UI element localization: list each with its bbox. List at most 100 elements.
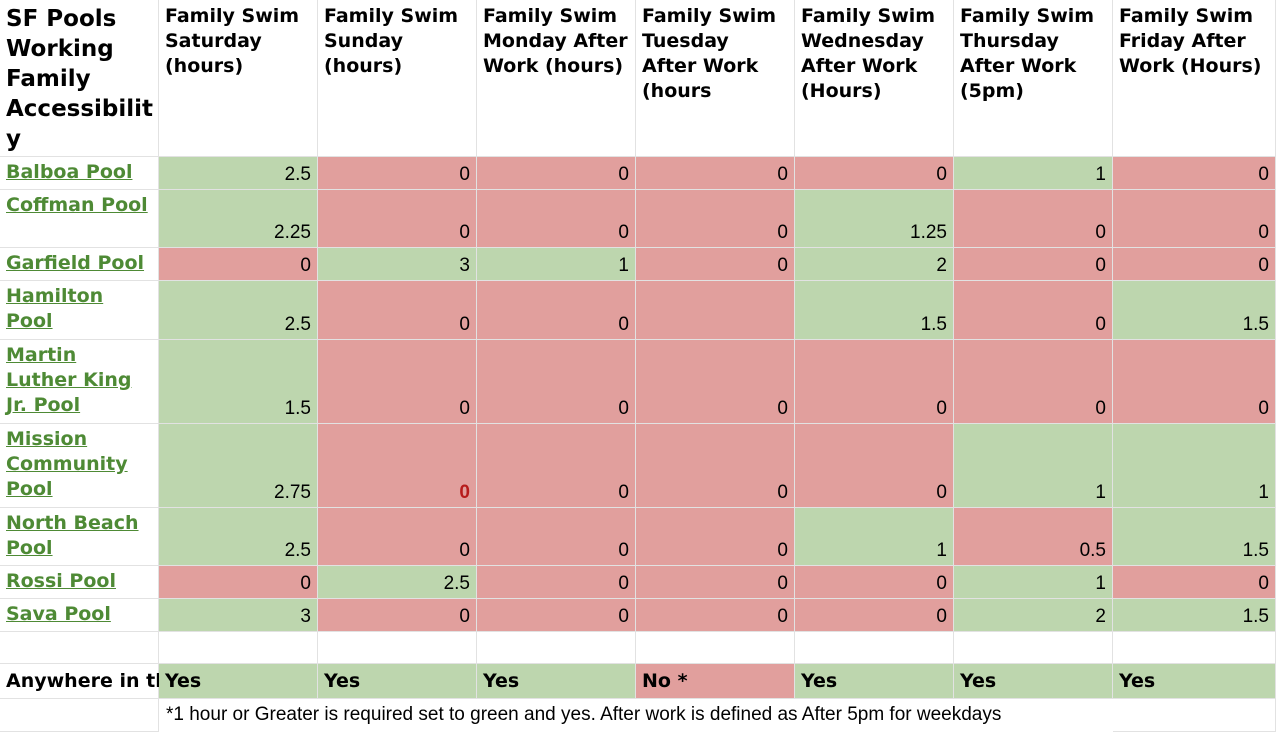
- pool-name-link[interactable]: North Beach Pool: [0, 508, 159, 566]
- table-cell[interactable]: 0: [477, 190, 636, 248]
- table-cell[interactable]: 0: [318, 281, 477, 340]
- empty-cell[interactable]: [1113, 699, 1276, 732]
- table-cell[interactable]: 1.5: [1113, 281, 1276, 340]
- summary-cell[interactable]: Yes: [477, 664, 636, 699]
- empty-cell[interactable]: [636, 632, 795, 664]
- table-cell[interactable]: 0: [318, 424, 477, 508]
- table-cell[interactable]: 1: [795, 508, 954, 566]
- summary-cell[interactable]: Yes: [318, 664, 477, 699]
- column-header[interactable]: Family Swim Friday After Work (Hours): [1113, 0, 1276, 157]
- table-cell[interactable]: 1: [477, 248, 636, 281]
- empty-cell[interactable]: [954, 632, 1113, 664]
- table-cell[interactable]: 0: [636, 599, 795, 632]
- table-cell[interactable]: 0: [954, 248, 1113, 281]
- table-cell[interactable]: 0: [1113, 190, 1276, 248]
- table-cell[interactable]: 1.5: [159, 340, 318, 424]
- table-cell[interactable]: 0: [477, 424, 636, 508]
- table-cell[interactable]: 0: [477, 281, 636, 340]
- table-cell[interactable]: 1.5: [795, 281, 954, 340]
- table-cell[interactable]: 0: [477, 508, 636, 566]
- table-cell[interactable]: 1: [954, 157, 1113, 190]
- table-cell[interactable]: 0.5: [954, 508, 1113, 566]
- summary-cell[interactable]: Yes: [159, 664, 318, 699]
- empty-cell[interactable]: [159, 632, 318, 664]
- table-cell[interactable]: 0: [636, 566, 795, 599]
- table-cell[interactable]: 0: [954, 190, 1113, 248]
- table-cell[interactable]: 1: [1113, 424, 1276, 508]
- table-cell[interactable]: 2: [795, 248, 954, 281]
- table-cell[interactable]: 0: [636, 190, 795, 248]
- table-cell[interactable]: 1: [954, 566, 1113, 599]
- table-cell[interactable]: [636, 281, 795, 340]
- table-cell[interactable]: 3: [159, 599, 318, 632]
- table-cell[interactable]: 2.5: [159, 508, 318, 566]
- table-cell[interactable]: 0: [318, 599, 477, 632]
- table-cell[interactable]: 2.5: [159, 157, 318, 190]
- pool-name-link[interactable]: Rossi Pool: [0, 566, 159, 599]
- table-cell[interactable]: 0: [159, 566, 318, 599]
- pool-name-link[interactable]: Balboa Pool: [0, 157, 159, 190]
- summary-cell[interactable]: No *: [636, 664, 795, 699]
- summary-cell[interactable]: Yes: [954, 664, 1113, 699]
- summary-label[interactable]: Anywhere in th: [0, 664, 169, 699]
- pool-name-link[interactable]: Mission Community Pool: [0, 424, 159, 508]
- table-cell[interactable]: 0: [159, 248, 318, 281]
- table-cell[interactable]: 0: [636, 508, 795, 566]
- pool-name-link[interactable]: Sava Pool: [0, 599, 159, 632]
- table-cell[interactable]: 0: [1113, 340, 1276, 424]
- column-header[interactable]: Family Swim Tuesday After Work (hours: [636, 0, 795, 157]
- corner-title-line: Accessibilit: [6, 96, 154, 122]
- table-cell[interactable]: 1: [954, 424, 1113, 508]
- table-cell[interactable]: 0: [477, 157, 636, 190]
- table-cell[interactable]: 0: [318, 340, 477, 424]
- column-header[interactable]: Family Swim Wednesday After Work (Hours): [795, 0, 954, 157]
- empty-cell[interactable]: [0, 699, 159, 732]
- table-cell[interactable]: 1.25: [795, 190, 954, 248]
- table-cell[interactable]: 1.5: [1113, 599, 1276, 632]
- table-cell[interactable]: 0: [636, 248, 795, 281]
- pool-name-link[interactable]: Hamilton Pool: [0, 281, 159, 340]
- corner-title-line: y: [6, 126, 21, 152]
- table-cell[interactable]: 0: [954, 281, 1113, 340]
- column-header[interactable]: Family Swim Thursday After Work (5pm): [954, 0, 1113, 157]
- pool-name-link[interactable]: Garfield Pool: [0, 248, 159, 281]
- corner-title-cell[interactable]: SF Pools Working Family Accessibilit y: [0, 0, 159, 157]
- table-cell[interactable]: 2.5: [318, 566, 477, 599]
- empty-cell[interactable]: [318, 632, 477, 664]
- table-cell[interactable]: 1.5: [1113, 508, 1276, 566]
- summary-cell[interactable]: Yes: [795, 664, 954, 699]
- table-cell[interactable]: 0: [954, 340, 1113, 424]
- table-cell[interactable]: 0: [477, 340, 636, 424]
- empty-cell[interactable]: [477, 632, 636, 664]
- table-cell[interactable]: 0: [795, 566, 954, 599]
- table-cell[interactable]: 0: [1113, 566, 1276, 599]
- table-cell[interactable]: 3: [318, 248, 477, 281]
- empty-cell[interactable]: [0, 632, 159, 664]
- table-cell[interactable]: 0: [318, 508, 477, 566]
- summary-cell[interactable]: Yes: [1113, 664, 1276, 699]
- empty-cell[interactable]: [1113, 632, 1276, 664]
- table-cell[interactable]: 2: [954, 599, 1113, 632]
- column-header[interactable]: Family Swim Saturday (hours): [159, 0, 318, 157]
- column-header[interactable]: Family Swim Monday After Work (hours): [477, 0, 636, 157]
- table-cell[interactable]: 0: [795, 599, 954, 632]
- table-cell[interactable]: 0: [795, 157, 954, 190]
- table-cell[interactable]: 0: [636, 157, 795, 190]
- table-cell[interactable]: 0: [636, 340, 795, 424]
- table-cell[interactable]: 2.75: [159, 424, 318, 508]
- table-cell[interactable]: 0: [318, 157, 477, 190]
- pool-name-link[interactable]: Martin Luther King Jr. Pool: [0, 340, 159, 424]
- table-cell[interactable]: 2.5: [159, 281, 318, 340]
- pool-name-link[interactable]: Coffman Pool: [0, 190, 159, 248]
- table-cell[interactable]: 2.25: [159, 190, 318, 248]
- column-header[interactable]: Family Swim Sunday (hours): [318, 0, 477, 157]
- table-cell[interactable]: 0: [795, 424, 954, 508]
- table-cell[interactable]: 0: [477, 566, 636, 599]
- table-cell[interactable]: 0: [636, 424, 795, 508]
- empty-cell[interactable]: [795, 632, 954, 664]
- table-cell[interactable]: 0: [795, 340, 954, 424]
- table-cell[interactable]: 0: [1113, 157, 1276, 190]
- table-cell[interactable]: 0: [477, 599, 636, 632]
- table-cell[interactable]: 0: [1113, 248, 1276, 281]
- table-cell[interactable]: 0: [318, 190, 477, 248]
